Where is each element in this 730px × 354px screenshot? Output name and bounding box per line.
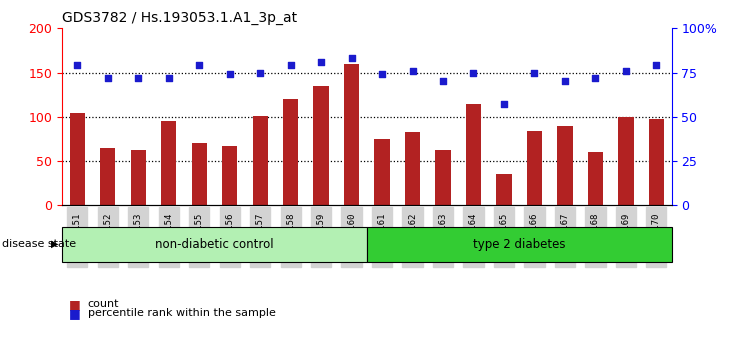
Text: GDS3782 / Hs.193053.1.A1_3p_at: GDS3782 / Hs.193053.1.A1_3p_at <box>62 11 297 25</box>
Text: percentile rank within the sample: percentile rank within the sample <box>88 308 275 318</box>
Bar <box>62 227 367 262</box>
Point <box>72 63 83 68</box>
Point <box>498 102 510 107</box>
Point <box>650 63 662 68</box>
Bar <box>191 143 207 205</box>
Bar <box>222 146 237 205</box>
Text: disease state: disease state <box>2 239 77 249</box>
Bar <box>69 113 85 205</box>
Text: type 2 diabetes: type 2 diabetes <box>473 238 566 251</box>
Bar <box>618 117 634 205</box>
Text: ▶: ▶ <box>51 239 58 249</box>
Point <box>407 68 418 74</box>
Point <box>620 68 631 74</box>
Bar <box>367 227 672 262</box>
Point <box>102 75 114 81</box>
Bar <box>588 152 603 205</box>
Point <box>559 79 571 84</box>
Point <box>376 72 388 77</box>
Point <box>590 75 602 81</box>
Point <box>224 72 236 77</box>
Bar <box>649 119 664 205</box>
Bar <box>131 150 146 205</box>
Bar <box>313 86 329 205</box>
Bar <box>466 104 481 205</box>
Point <box>346 56 358 61</box>
Point <box>254 70 266 75</box>
Point <box>315 59 327 65</box>
Point <box>529 70 540 75</box>
Point <box>193 63 205 68</box>
Bar <box>344 64 359 205</box>
Bar <box>527 131 542 205</box>
Text: ■: ■ <box>69 298 81 311</box>
Bar <box>435 150 450 205</box>
Bar <box>557 126 572 205</box>
Bar <box>100 148 115 205</box>
Bar <box>161 121 177 205</box>
Point <box>437 79 449 84</box>
Text: count: count <box>88 299 119 309</box>
Point <box>163 75 174 81</box>
Text: non-diabetic control: non-diabetic control <box>155 238 274 251</box>
Bar <box>496 175 512 205</box>
Point <box>468 70 480 75</box>
Bar <box>374 139 390 205</box>
Text: ■: ■ <box>69 307 81 320</box>
Bar <box>253 116 268 205</box>
Bar <box>405 132 420 205</box>
Point <box>285 63 296 68</box>
Point <box>132 75 144 81</box>
Bar <box>283 99 299 205</box>
